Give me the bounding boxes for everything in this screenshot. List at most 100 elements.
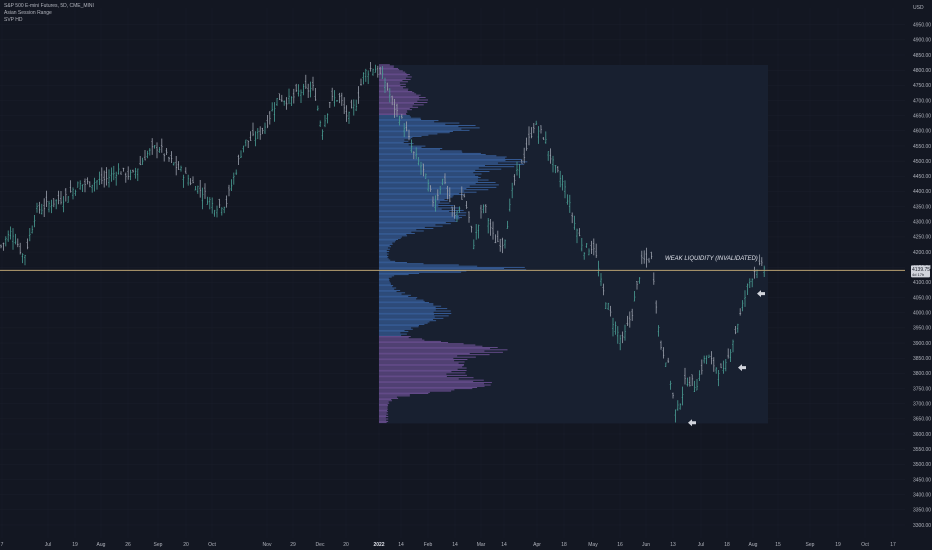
profile-bar	[379, 114, 407, 115]
profile-bar	[379, 135, 422, 137]
profile-bar	[379, 339, 425, 341]
profile-bar	[379, 169, 476, 171]
profile-bar	[379, 412, 387, 414]
profile-bar	[379, 406, 388, 408]
profile-bar	[379, 323, 425, 325]
profile-bar	[379, 80, 403, 82]
profile-bar	[379, 152, 481, 154]
profile-bar	[379, 148, 443, 149]
y-tick-label: 4850.00	[913, 53, 931, 59]
profile-bar	[379, 314, 435, 316]
last-price-badge: 4139.75 4d 17h	[911, 265, 930, 278]
indicator-svp[interactable]: SVP HD	[4, 17, 23, 23]
x-tick-label: 14	[501, 542, 507, 548]
profile-bar	[379, 313, 452, 314]
profile-bar	[379, 282, 391, 284]
profile-bar	[379, 138, 412, 140]
profile-bar	[379, 64, 390, 66]
profile-bar	[379, 371, 452, 373]
y-tick-label: 3600.00	[913, 432, 931, 438]
profile-bar	[379, 172, 474, 174]
profile-bar	[379, 336, 411, 337]
profile-bar	[379, 199, 445, 200]
arrow-left-icon	[738, 364, 746, 372]
profile-bar	[379, 354, 490, 356]
currency-label: USD	[913, 5, 924, 11]
profile-bar	[379, 368, 458, 370]
x-tick-label: Dec	[316, 542, 325, 548]
x-tick-label: 7	[1, 542, 4, 548]
profile-bar	[379, 327, 412, 329]
profile-bar	[379, 212, 467, 214]
profile-bar	[379, 355, 458, 357]
profile-bar	[379, 304, 434, 306]
profile-bar	[379, 366, 463, 368]
profile-bar	[379, 75, 408, 77]
profile-bar	[379, 374, 467, 376]
profile-bar	[379, 93, 417, 95]
profile-bar	[379, 122, 460, 124]
y-tick-label: 3950.00	[913, 326, 931, 332]
y-tick-label: 4800.00	[913, 68, 931, 74]
profile-bar	[379, 396, 397, 398]
x-tick-label: 18	[724, 542, 730, 548]
profile-bar	[379, 229, 417, 231]
profile-bar	[379, 296, 409, 297]
profile-bar	[379, 403, 388, 405]
profile-bar	[379, 161, 528, 163]
profile-bar	[379, 192, 460, 194]
x-tick-label: Jul	[698, 542, 704, 548]
y-tick-label: 4300.00	[913, 220, 931, 226]
profile-bar	[379, 143, 414, 145]
profile-bar	[379, 407, 388, 409]
profile-bar	[379, 370, 467, 371]
profile-bar	[379, 106, 419, 108]
profile-bar	[379, 388, 473, 390]
profile-bar	[379, 330, 405, 331]
indicator-asian-session[interactable]: Asian Session Range	[4, 10, 52, 16]
profile-bar	[379, 81, 408, 83]
profile-bar	[379, 231, 412, 233]
profile-bar	[379, 315, 449, 317]
profile-bar	[379, 395, 410, 397]
profile-bar	[379, 189, 489, 191]
time-axis[interactable]: 7 Jul 19 Aug 26 Sep 20 Oct Nov 29 Dec 20 2022 14 Feb 14…	[1, 542, 896, 548]
y-tick-label: 3850.00	[913, 356, 931, 362]
profile-bar	[379, 393, 429, 394]
profile-bar	[379, 103, 415, 105]
profile-bar	[379, 359, 468, 360]
profile-bar	[379, 209, 464, 211]
x-tick-label: Oct	[208, 542, 216, 548]
profile-bar	[379, 232, 415, 234]
x-tick-label: Sep	[806, 542, 815, 548]
profile-bar	[379, 150, 462, 152]
profile-bar	[379, 309, 436, 311]
profile-bar	[379, 308, 448, 310]
profile-bar	[379, 140, 409, 142]
profile-bar	[379, 316, 435, 318]
y-tick-label: 4100.00	[913, 280, 931, 286]
profile-bar	[379, 248, 390, 250]
profile-bar	[379, 293, 402, 295]
profile-bar	[379, 350, 485, 352]
last-price-value: 4139.75	[912, 267, 930, 273]
profile-bar	[379, 379, 484, 381]
profile-bar	[379, 373, 447, 375]
profile-bar	[379, 360, 455, 362]
symbol-title[interactable]: S&P 500 E-mini Futures, 5D, CME_MINI	[4, 3, 94, 9]
profile-bar	[379, 97, 426, 99]
profile-bar	[379, 344, 476, 346]
profile-bar	[379, 182, 496, 183]
profile-bar	[379, 320, 437, 322]
price-bars	[0, 62, 766, 423]
arrow-left-icon	[757, 290, 765, 298]
x-tick-label: May	[588, 542, 598, 548]
profile-bar	[379, 376, 447, 377]
profile-bar	[379, 133, 438, 135]
profile-bar	[379, 408, 388, 410]
profile-bar	[379, 205, 454, 206]
x-tick-label: 15	[775, 542, 781, 548]
profile-bar	[379, 173, 482, 175]
profile-bar	[379, 310, 451, 312]
